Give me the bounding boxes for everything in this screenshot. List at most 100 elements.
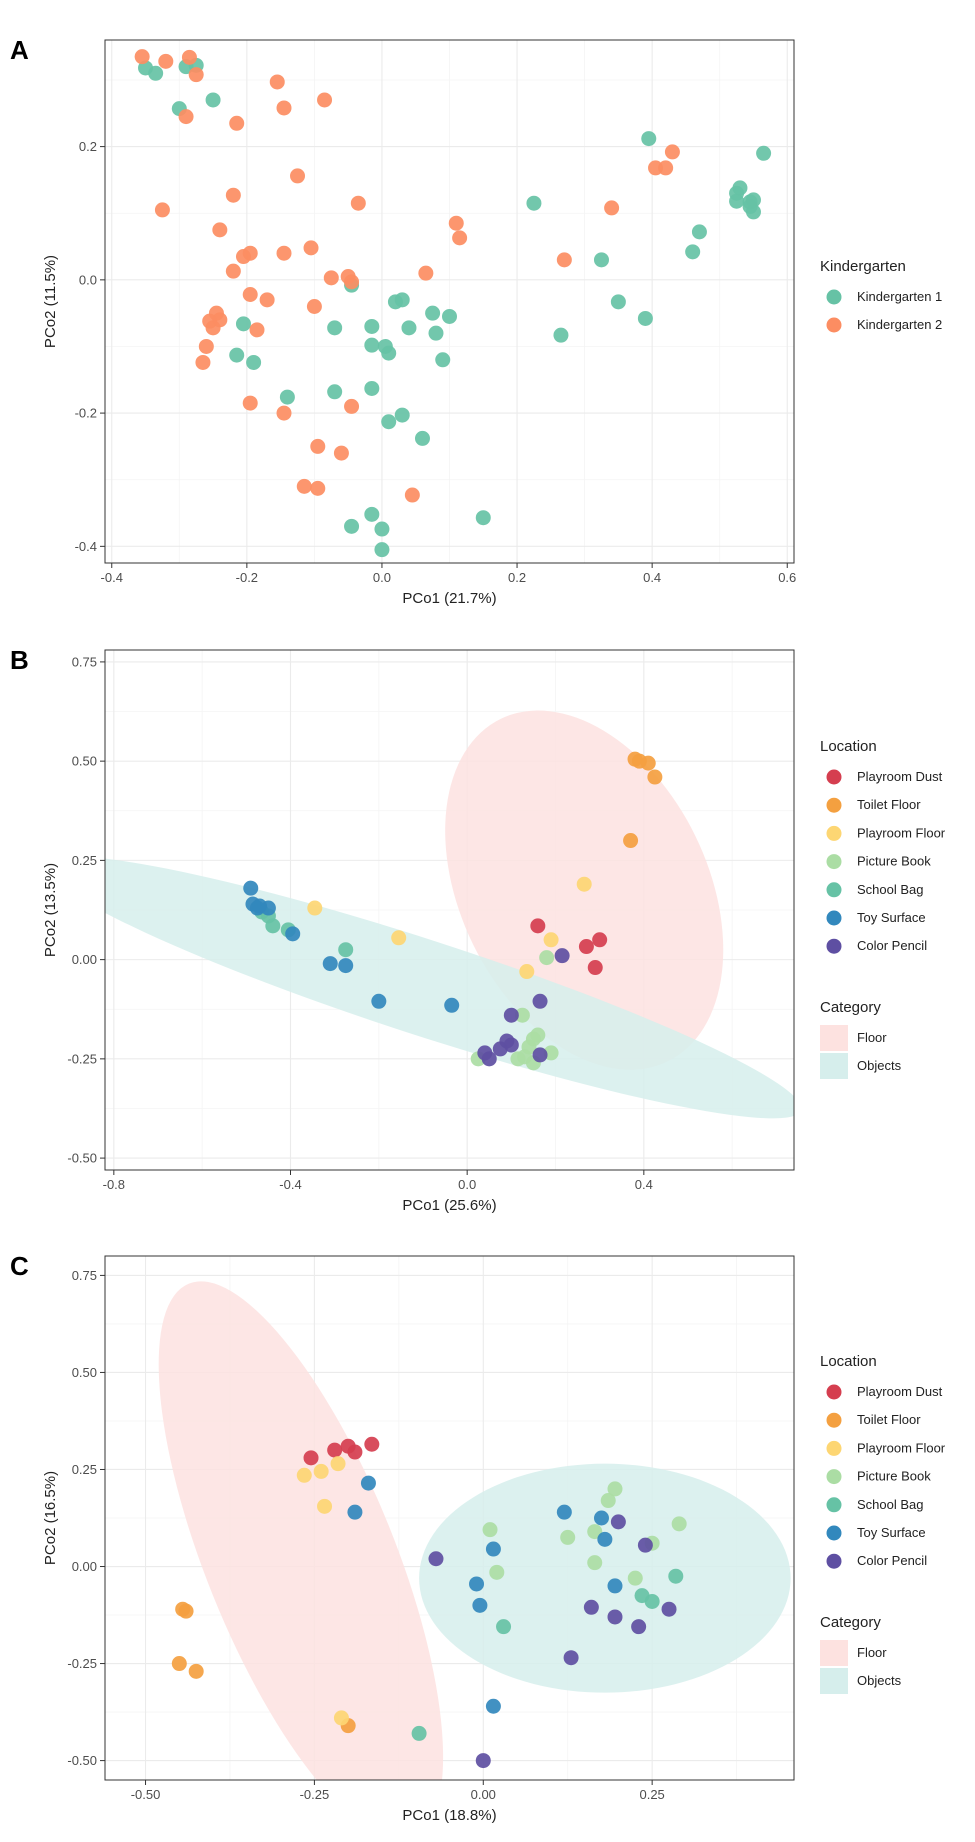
data-point xyxy=(229,115,245,131)
y-tick-label: 0.2 xyxy=(79,139,97,154)
legend-label: Toilet Floor xyxy=(857,1412,921,1427)
data-point xyxy=(587,1555,603,1571)
x-tick-label: 0.0 xyxy=(373,570,391,585)
y-tick-label: 0.0 xyxy=(79,272,97,287)
data-point xyxy=(489,1564,505,1580)
legend-title: Kindergarten xyxy=(820,258,906,275)
x-tick-label: -0.8 xyxy=(103,1177,125,1192)
data-point xyxy=(134,49,150,65)
legend-item: Kindergarten 1 xyxy=(826,289,942,305)
data-point xyxy=(303,1450,319,1466)
data-point xyxy=(472,1597,488,1613)
legend-item: Picture Book xyxy=(826,854,931,870)
data-point xyxy=(637,310,653,326)
x-axis-title: PCo1 (18.8%) xyxy=(402,1807,496,1824)
data-point xyxy=(188,1663,204,1679)
legend-item: Toilet Floor xyxy=(826,1412,921,1428)
data-point xyxy=(485,1541,501,1557)
data-point xyxy=(364,380,380,396)
legend-key xyxy=(826,938,842,954)
legend-key xyxy=(826,1412,842,1428)
plot-border xyxy=(104,1255,795,1781)
x-tick-label: 0.0 xyxy=(458,1177,476,1192)
data-point xyxy=(610,294,626,310)
data-point xyxy=(364,1436,380,1452)
category-legend-label: Floor xyxy=(857,1030,887,1045)
legend-key xyxy=(826,289,842,305)
data-point xyxy=(338,942,354,958)
series-toy-surface xyxy=(243,880,460,1013)
data-point xyxy=(644,1593,660,1609)
data-point xyxy=(330,1456,346,1472)
category-legend-item: Floor xyxy=(820,1025,887,1051)
data-point xyxy=(401,320,417,336)
data-point xyxy=(394,407,410,423)
data-point xyxy=(198,338,214,354)
data-point xyxy=(576,876,592,892)
data-point xyxy=(597,1531,613,1547)
data-point xyxy=(425,305,441,321)
data-point xyxy=(225,263,241,279)
data-point xyxy=(394,292,410,308)
data-point xyxy=(327,320,343,336)
legend-item: Toy Surface xyxy=(826,1525,926,1541)
legend-item: School Bag xyxy=(826,882,924,898)
data-point xyxy=(496,1619,512,1635)
data-point xyxy=(364,337,380,353)
data-point xyxy=(519,964,535,980)
series-playroom-floor xyxy=(296,1456,349,1726)
data-point xyxy=(485,1698,501,1714)
category-legend-title: Category xyxy=(820,999,881,1016)
data-point xyxy=(276,405,292,421)
data-point xyxy=(442,308,457,324)
data-point xyxy=(481,1051,497,1067)
data-point xyxy=(607,1609,623,1625)
data-point xyxy=(317,92,333,108)
data-point xyxy=(685,244,701,260)
data-point xyxy=(671,1516,687,1532)
data-point xyxy=(539,950,555,966)
panel-letter: A xyxy=(10,35,29,65)
category-legend-key xyxy=(820,1053,848,1079)
data-point xyxy=(259,292,275,308)
data-point xyxy=(404,487,420,503)
data-point xyxy=(593,1510,609,1526)
data-point xyxy=(745,192,761,208)
data-point xyxy=(338,958,354,974)
data-point xyxy=(178,109,194,125)
data-point xyxy=(563,1650,579,1666)
panel-c: C -0.50 -0.25 0.00 0.25 -0.50 -0.25 0.00 0.25 0.5… xyxy=(10,1251,946,1824)
data-point xyxy=(290,168,306,184)
category-legend-item: Objects xyxy=(820,1668,902,1694)
data-point xyxy=(225,187,241,203)
data-point xyxy=(583,1599,599,1615)
data-point xyxy=(435,352,451,368)
legend-label: Color Pencil xyxy=(857,938,927,953)
data-point xyxy=(344,518,360,534)
data-point xyxy=(229,347,245,363)
y-tick-label: -0.25 xyxy=(67,1051,97,1066)
category-legend-key xyxy=(820,1640,848,1666)
data-point xyxy=(532,1047,548,1063)
data-point xyxy=(158,53,174,69)
data-point xyxy=(543,1045,559,1061)
data-point xyxy=(641,131,657,147)
data-point xyxy=(265,918,281,934)
data-point xyxy=(631,1619,647,1635)
data-point xyxy=(526,195,542,211)
data-point xyxy=(414,430,430,446)
data-point xyxy=(391,930,407,946)
legend-label: Color Pencil xyxy=(857,1553,927,1568)
data-point xyxy=(310,438,326,454)
legend-label: Toy Surface xyxy=(857,1525,926,1540)
y-tick-label: 0.25 xyxy=(72,853,97,868)
data-point xyxy=(260,900,276,916)
panel-letter: B xyxy=(10,645,29,675)
data-point xyxy=(593,252,609,268)
data-point xyxy=(327,1442,343,1458)
data-point xyxy=(242,395,258,411)
data-point xyxy=(592,932,608,948)
data-point xyxy=(364,318,380,334)
legend-item: Color Pencil xyxy=(826,1553,927,1569)
